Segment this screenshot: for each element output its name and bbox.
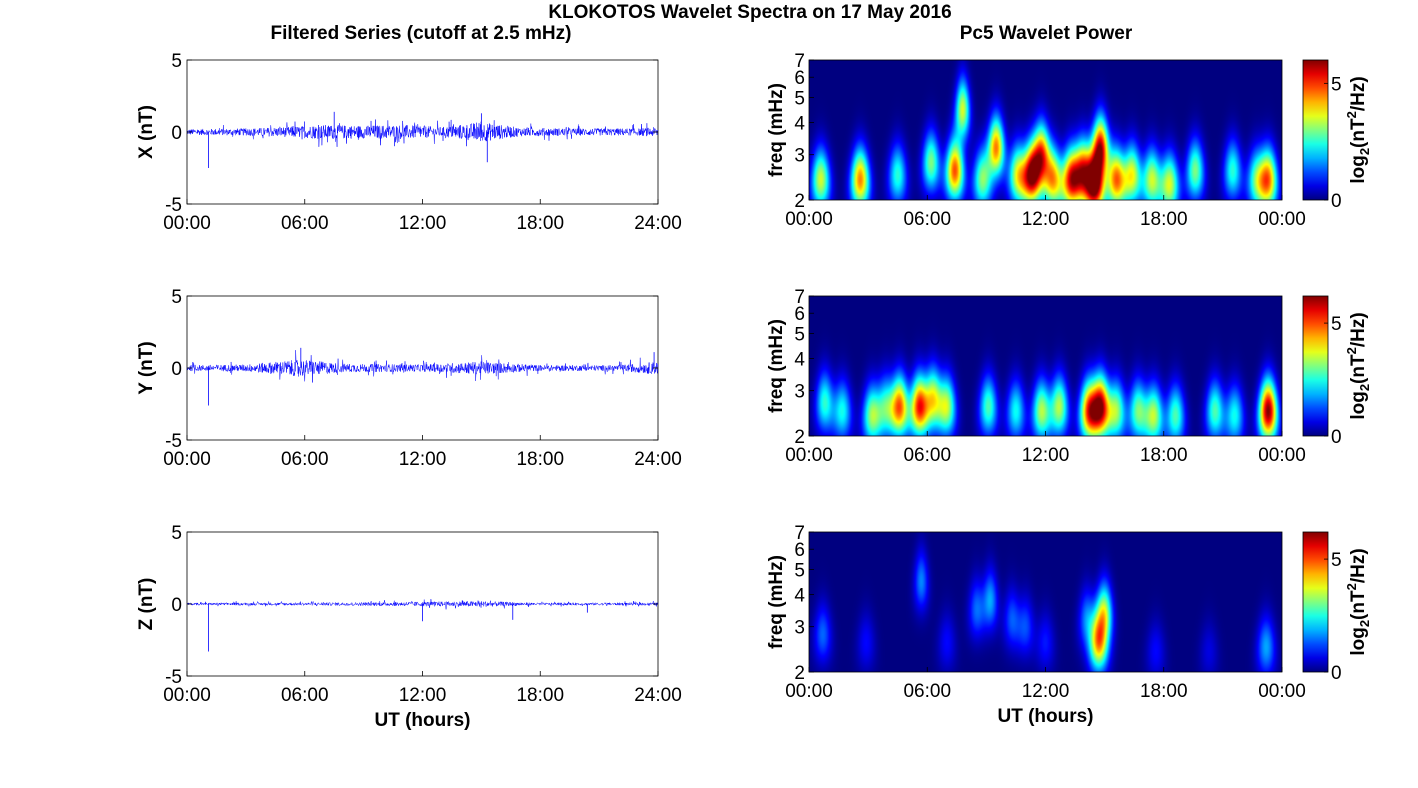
wavelet-ytick-label-y-3: 5 xyxy=(794,325,805,346)
wavelet-xtick-label-x-4: 00:00 xyxy=(1258,209,1306,230)
series-ytick-label-y-1: 0 xyxy=(171,359,182,380)
wavelet-ytick-label-x-1: 3 xyxy=(794,146,805,167)
series-xtick-label-y-3: 18:00 xyxy=(516,449,564,470)
series-panel-y: -5 0 5 00:00 06:00 12:00 18:00 24:00 Y (nT) xyxy=(136,287,682,470)
wavelet-ytick-label-z-1: 3 xyxy=(794,618,805,639)
series-line-x xyxy=(186,119,659,147)
wavelet-xtick-label-z-0: 00:00 xyxy=(785,681,833,702)
series-xtick-label-y-2: 12:00 xyxy=(399,449,447,470)
wavelet-ytick-label-x-4: 6 xyxy=(794,68,805,89)
series-ytick-label-x-0: -5 xyxy=(165,195,182,216)
wavelet-heatmap-x xyxy=(809,60,1282,200)
wavelet-xtick-label-y-4: 00:00 xyxy=(1258,445,1306,466)
wavelet-ytick-label-z-4: 6 xyxy=(794,540,805,561)
series-ytick-label-x-1: 0 xyxy=(171,123,182,144)
series-xtick-label-x-3: 18:00 xyxy=(516,213,564,234)
wavelet-ytick-label-y-5: 7 xyxy=(794,287,805,308)
wavelet-xtick-label-y-1: 06:00 xyxy=(903,445,951,466)
colorbar-x xyxy=(1302,59,1329,201)
series-xtick-label-z-3: 18:00 xyxy=(516,685,564,706)
wavelet-xtick-label-y-0: 00:00 xyxy=(785,445,833,466)
wavelet-ytick-label-x-0: 2 xyxy=(794,191,805,212)
series-xtick-label-x-0: 00:00 xyxy=(163,213,211,234)
figure-title: KLOKOTOS Wavelet Spectra on 17 May 2016 xyxy=(548,2,951,23)
wavelet-heatmap-z xyxy=(809,532,1282,672)
colorbar-tick-label-y-1: 5 xyxy=(1331,314,1342,335)
wavelet-xtick-label-z-3: 18:00 xyxy=(1140,681,1188,702)
series-xtick-label-x-1: 06:00 xyxy=(281,213,329,234)
series-ytick-label-z-1: 0 xyxy=(171,595,182,616)
series-xtick-label-z-4: 24:00 xyxy=(634,685,682,706)
wavelet-xtick-label-x-1: 06:00 xyxy=(903,209,951,230)
series-ylabel-x: X (nT) xyxy=(136,105,157,159)
series-xtick-label-y-4: 24:00 xyxy=(634,449,682,470)
series-ytick-label-y-2: 5 xyxy=(171,287,182,308)
wavelet-ylabel-z: freq (mHz) xyxy=(766,555,787,649)
series-xtick-label-z-2: 12:00 xyxy=(399,685,447,706)
series-ylabel-y: Y (nT) xyxy=(136,341,157,394)
wavelet-ytick-label-y-4: 6 xyxy=(794,304,805,325)
series-panel-x: -5 0 5 00:00 06:00 12:00 18:00 24:00 X (nT) xyxy=(136,51,682,234)
series-xlabel-z: UT (hours) xyxy=(374,710,470,731)
wavelet-ytick-label-z-5: 7 xyxy=(794,523,805,544)
wavelet-ytick-label-z-0: 2 xyxy=(794,663,805,684)
series-xtick-label-y-0: 00:00 xyxy=(163,449,211,470)
colorbar-tick-label-y-0: 0 xyxy=(1331,427,1342,448)
series-ylabel-z: Z (nT) xyxy=(136,578,157,631)
colorbar-y xyxy=(1302,295,1329,437)
series-panel-z: -5 0 5 00:00 06:00 12:00 18:00 24:00 Z (nT) UT (h… xyxy=(136,523,682,731)
wavelet-ytick-label-x-3: 5 xyxy=(794,89,805,110)
colorbar-z xyxy=(1302,531,1329,673)
series-xtick-label-z-0: 00:00 xyxy=(163,685,211,706)
wavelet-ytick-label-y-0: 2 xyxy=(794,427,805,448)
wavelet-xtick-label-y-3: 18:00 xyxy=(1140,445,1188,466)
panels: -5 0 5 00:00 06:00 12:00 18:00 24:00 X (nT) -5 0 5 0… xyxy=(136,51,1372,731)
colorbar-tick-label-z-1: 5 xyxy=(1331,550,1342,571)
wavelet-ytick-label-z-2: 4 xyxy=(794,586,805,607)
colorbar-tick-label-z-0: 0 xyxy=(1331,663,1342,684)
series-xtick-label-x-2: 12:00 xyxy=(399,213,447,234)
wavelet-ylabel-y: freq (mHz) xyxy=(766,319,787,413)
wavelet-xtick-label-x-0: 00:00 xyxy=(785,209,833,230)
colorbar-label-y: log2(nT2/Hz) xyxy=(1344,312,1372,419)
wavelet-ytick-label-y-1: 3 xyxy=(794,382,805,403)
series-line-y xyxy=(186,350,659,383)
wavelet-xtick-label-z-4: 00:00 xyxy=(1258,681,1306,702)
wavelet-xlabel-z: UT (hours) xyxy=(997,706,1093,727)
wavelet-xtick-label-x-3: 18:00 xyxy=(1140,209,1188,230)
colorbar-tick-label-x-1: 5 xyxy=(1331,74,1342,95)
left-column-title: Filtered Series (cutoff at 2.5 mHz) xyxy=(271,23,572,44)
series-xtick-label-x-4: 24:00 xyxy=(634,213,682,234)
wavelet-ytick-label-x-5: 7 xyxy=(794,51,805,72)
colorbar-tick-label-x-0: 0 xyxy=(1331,191,1342,212)
wavelet-ytick-label-y-2: 4 xyxy=(794,350,805,371)
series-ytick-label-y-0: -5 xyxy=(165,431,182,452)
wavelet-ytick-label-x-2: 4 xyxy=(794,114,805,135)
series-xtick-label-y-1: 06:00 xyxy=(281,449,329,470)
series-xtick-label-z-1: 06:00 xyxy=(281,685,329,706)
colorbar-label-z: log2(nT2/Hz) xyxy=(1344,548,1372,655)
series-ytick-label-z-0: -5 xyxy=(165,667,182,688)
right-column-title: Pc5 Wavelet Power xyxy=(960,23,1133,44)
wavelet-xtick-label-z-1: 06:00 xyxy=(903,681,951,702)
wavelet-heatmap-y xyxy=(809,296,1282,436)
wavelet-xtick-label-y-2: 12:00 xyxy=(1022,445,1070,466)
colorbar-label-x: log2(nT2/Hz) xyxy=(1344,76,1372,183)
wavelet-ylabel-x: freq (mHz) xyxy=(766,83,787,177)
wavelet-xtick-label-x-2: 12:00 xyxy=(1022,209,1070,230)
series-ytick-label-z-2: 5 xyxy=(171,523,182,544)
series-ytick-label-x-2: 5 xyxy=(171,51,182,72)
wavelet-ytick-label-z-3: 5 xyxy=(794,561,805,582)
wavelet-xtick-label-z-2: 12:00 xyxy=(1022,681,1070,702)
